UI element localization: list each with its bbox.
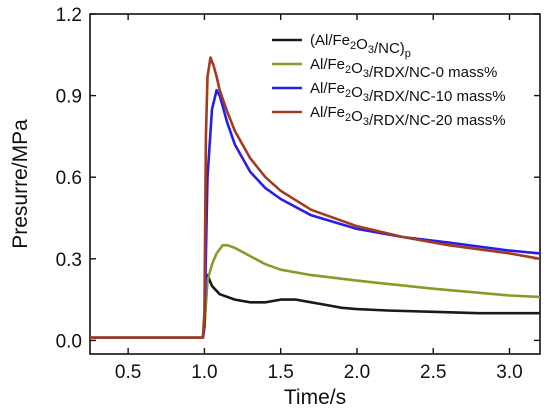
legend-label-3: Al/Fe2O3/RDX/NC-20 mass%	[310, 104, 506, 129]
y-tick-label: 0.9	[56, 87, 82, 108]
x-tick-label: 2.0	[344, 362, 370, 383]
y-tick-label: 0.6	[56, 168, 82, 189]
x-tick-label: 2.5	[420, 362, 446, 383]
y-tick-label: 0.0	[56, 331, 82, 352]
ticks	[90, 13, 540, 354]
plot-frame	[89, 13, 541, 355]
x-tick-label: 1.0	[191, 362, 217, 383]
x-tick-label: 0.5	[115, 362, 141, 383]
legend-label-0: (Al/Fe2O3/NC)p	[310, 32, 411, 60]
y-tick-label: 1.2	[56, 5, 82, 26]
legend: (Al/Fe2O3/NC)pAl/Fe2O3/RDX/NC-0 mass%Al/…	[272, 32, 506, 129]
series-line-1	[90, 243, 541, 340]
y-axis-title: Presurre/MPa	[9, 119, 32, 249]
legend-label-2: Al/Fe2O3/RDX/NC-10 mass%	[310, 80, 506, 105]
series-line-0	[90, 273, 540, 340]
y-tick-label: 0.3	[56, 250, 82, 271]
series-lines	[90, 56, 541, 340]
series-line-3	[90, 56, 541, 340]
x-tick-label: 3.0	[496, 362, 522, 383]
legend-label-1: Al/Fe2O3/RDX/NC-0 mass%	[310, 56, 497, 81]
x-tick-label: 1.5	[267, 362, 293, 383]
x-axis-title: Time/s	[284, 386, 346, 409]
tick-labels: 0.5 1.0 1.5 2.0 2.5 3.0 0.0 0.3 0.6 0.9 1.2	[56, 5, 523, 383]
